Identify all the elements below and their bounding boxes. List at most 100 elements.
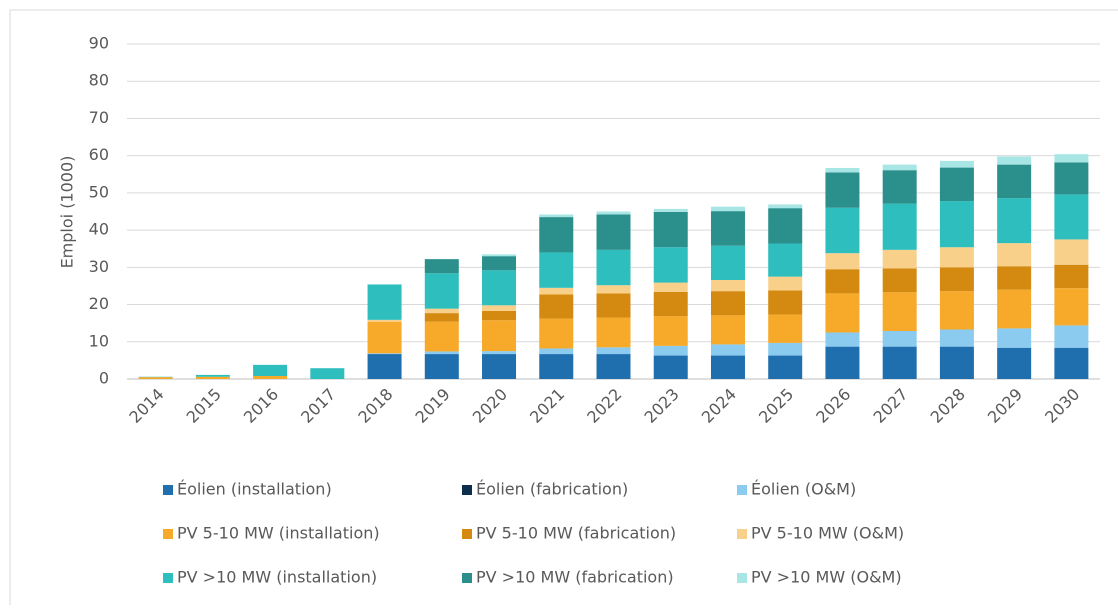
bar-segment	[768, 208, 802, 243]
bar-segment	[539, 354, 573, 379]
y-tick-label: 90	[89, 34, 109, 53]
bar-segment	[997, 328, 1031, 347]
bar-segment	[482, 354, 516, 379]
legend-label: PV 5-10 MW (installation)	[177, 524, 380, 543]
bar-segment	[654, 209, 688, 212]
bar-segment	[768, 204, 802, 208]
legend-label: Éolien (fabrication)	[476, 480, 628, 499]
bar-segment	[654, 247, 688, 282]
bar-segment	[253, 365, 287, 376]
bar-segment	[539, 217, 573, 252]
x-tick-label: 2018	[354, 385, 396, 427]
bar-segment	[368, 284, 402, 319]
x-tick-label: 2021	[526, 385, 568, 427]
bar-segment	[768, 356, 802, 379]
bar-segment	[883, 250, 917, 269]
bar-segment	[597, 293, 631, 317]
bar-segment	[654, 356, 688, 379]
bar-segment	[425, 309, 459, 313]
bar-segment	[597, 214, 631, 249]
bar-segment	[1054, 162, 1088, 194]
bar-segment	[597, 318, 631, 348]
bar-segment	[940, 247, 974, 267]
bar-segment	[997, 165, 1031, 199]
y-tick-label: 20	[89, 294, 109, 313]
bar-segment	[654, 346, 688, 356]
legend-label: Éolien (O&M)	[751, 480, 856, 499]
bar-segment	[768, 277, 802, 291]
bar-segment	[597, 285, 631, 293]
bar-segment	[539, 348, 573, 354]
bar-segment	[310, 368, 344, 379]
bar-segment	[539, 319, 573, 349]
legend-swatch	[737, 485, 747, 495]
bar-segment	[768, 315, 802, 343]
bar-segment	[368, 353, 402, 354]
bar-segment	[654, 292, 688, 316]
legend-label: PV >10 MW (O&M)	[751, 568, 902, 587]
legend-label: PV >10 MW (fabrication)	[476, 568, 674, 587]
bar-segment	[368, 320, 402, 322]
x-tick-label: 2014	[125, 385, 167, 427]
bar-segment	[997, 266, 1031, 289]
bar-segment	[654, 316, 688, 346]
bar-segment	[654, 212, 688, 247]
bar-segment	[368, 322, 402, 354]
bar-segment	[253, 376, 287, 379]
bar-segment	[1054, 154, 1088, 162]
bar-segment	[196, 375, 230, 377]
bar-segment	[711, 291, 745, 315]
y-axis-label: Emploi (1000)	[58, 156, 77, 269]
x-tick-label: 2015	[183, 385, 225, 427]
bar-segment	[654, 283, 688, 292]
bar-segment	[1054, 348, 1088, 379]
legend-label: PV >10 MW (installation)	[177, 568, 377, 587]
bar-segment	[825, 253, 859, 269]
bar-segment	[711, 315, 745, 344]
bar-segment	[883, 268, 917, 292]
bar-segment	[597, 250, 631, 285]
bar-segment	[1054, 265, 1088, 288]
bar-segment	[940, 168, 974, 202]
bar-segment	[883, 170, 917, 204]
bar-segment	[768, 343, 802, 356]
bar-segment	[940, 291, 974, 329]
bar-segment	[539, 295, 573, 319]
x-tick-label: 2023	[641, 385, 683, 427]
x-tick-label: 2024	[698, 385, 740, 427]
bar-segment	[768, 244, 802, 277]
bar-segment	[1054, 239, 1088, 264]
bar-segment	[597, 354, 631, 379]
bar-segment	[482, 254, 516, 256]
legend-swatch	[462, 485, 472, 495]
bar-segment	[711, 356, 745, 379]
bar-segment	[825, 172, 859, 207]
bar-segment	[425, 273, 459, 308]
bar-segment	[196, 377, 230, 379]
bar-segment	[597, 212, 631, 215]
bar-segment	[539, 214, 573, 217]
legend-swatch	[462, 573, 472, 583]
bar-segment	[883, 347, 917, 379]
y-tick-label: 30	[89, 257, 109, 276]
y-tick-label: 70	[89, 108, 109, 127]
bar-segment	[997, 156, 1031, 164]
x-tick-label: 2020	[469, 385, 511, 427]
bar-segment	[825, 208, 859, 253]
bar-segment	[883, 331, 917, 347]
x-tick-label: 2027	[869, 385, 911, 427]
bar-segment	[997, 198, 1031, 243]
bar-segment	[825, 347, 859, 379]
bar-segment	[711, 246, 745, 280]
legend-label: Éolien (installation)	[177, 480, 332, 499]
bar-segment	[482, 320, 516, 351]
bar-segment	[997, 290, 1031, 329]
legend-swatch	[462, 529, 472, 539]
bar-segment	[425, 259, 459, 273]
bar-segment	[997, 348, 1031, 379]
bar-segment	[825, 293, 859, 332]
bar-segment	[711, 280, 745, 291]
bar-segment	[482, 305, 516, 311]
bar-segment	[425, 322, 459, 352]
